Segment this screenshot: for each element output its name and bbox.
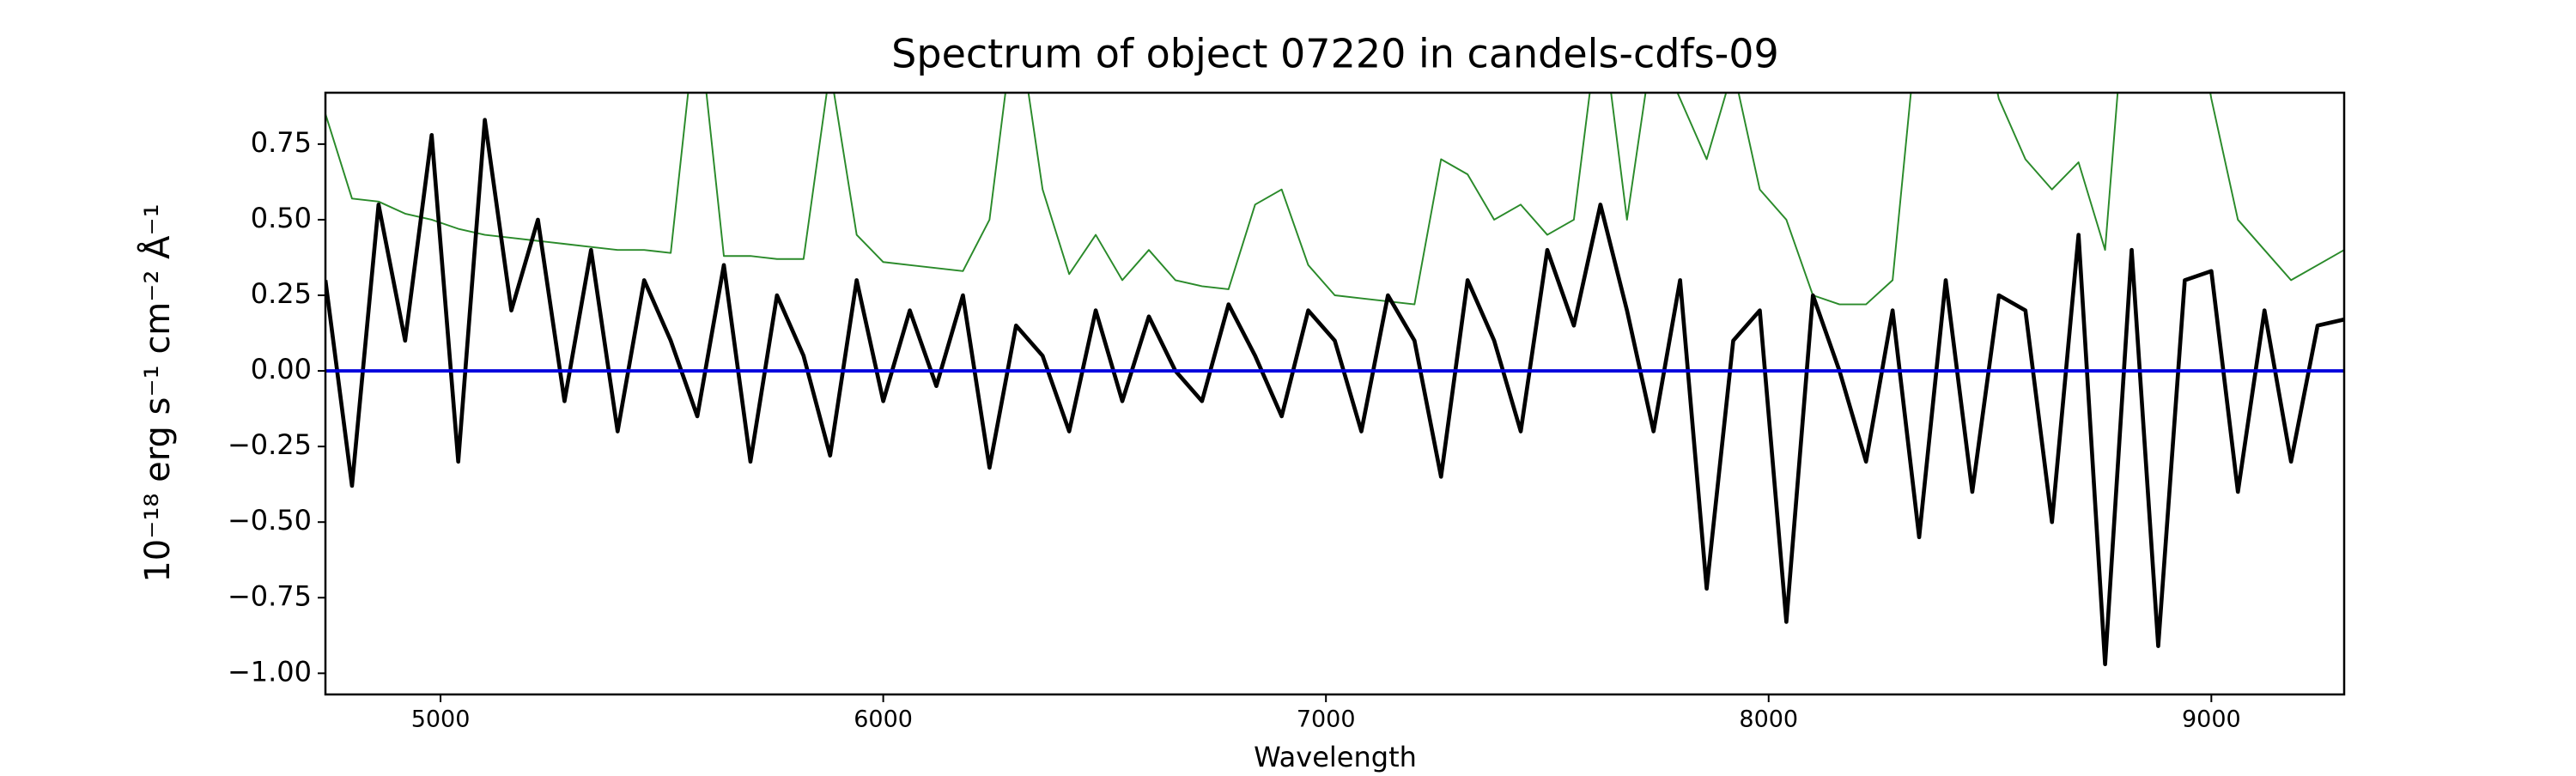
y-tick-label: 0.25 (251, 277, 312, 310)
spectrum-line (325, 118, 2344, 667)
plot-frame (324, 91, 2346, 696)
y-tick-label: 0.75 (251, 126, 312, 159)
y-tick-label: 0.50 (251, 202, 312, 234)
y-tick-label: −1.00 (228, 655, 312, 688)
y-tick-label: −0.25 (228, 428, 312, 461)
x-tick-label: 9000 (2182, 706, 2241, 733)
plot-lines (325, 93, 2344, 667)
y-axis-label: 10⁻¹⁸ erg s⁻¹ cm⁻² Å⁻¹ (137, 203, 178, 582)
y-tick-label: −0.75 (228, 579, 312, 612)
x-axis-label: Wavelength (1254, 741, 1417, 773)
y-tick-label: 0.00 (251, 353, 312, 385)
y-tick-label: −0.50 (228, 504, 312, 537)
chart-title: Spectrum of object 07220 in candels-cdfs… (891, 31, 1779, 77)
x-tick-label: 6000 (854, 706, 913, 733)
x-tick-label: 7000 (1297, 706, 1356, 733)
x-tick-label: 8000 (1739, 706, 1798, 733)
spectrum-line (325, 93, 2344, 306)
x-tick-label: 5000 (411, 706, 471, 733)
